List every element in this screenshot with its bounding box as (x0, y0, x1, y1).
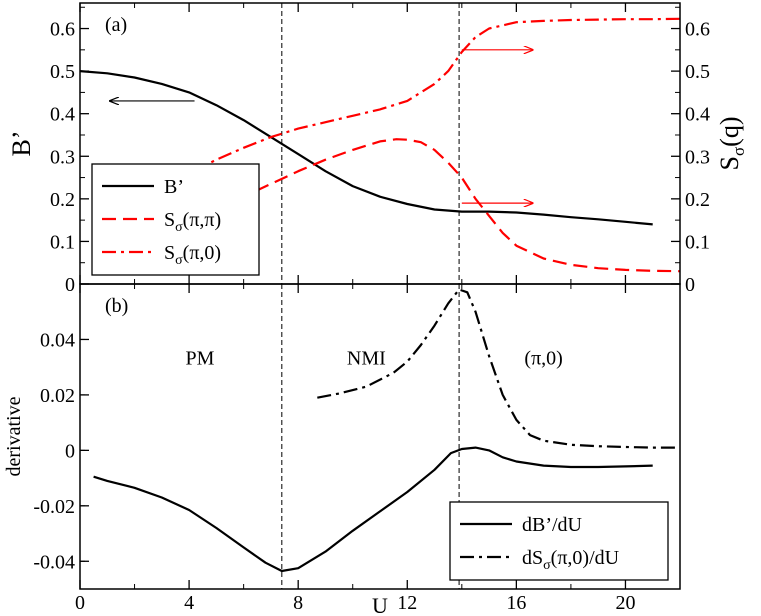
series-line-0-2 (93, 17, 680, 209)
y-axis-label-left: B’ (7, 131, 36, 157)
panel-label-1: (b) (105, 295, 128, 317)
legend-label-1-1: dSσ(π,0)/dU (522, 547, 620, 573)
phase-label-2: (π,0) (524, 347, 562, 369)
series-line-0-1 (93, 138, 680, 273)
y2tick-label-0-5: 0.5 (685, 61, 710, 83)
series-line-1-1 (317, 288, 680, 449)
panel-a: 0 0 0.1 0.1 0.2 0.2 0.3 0.3 0.4 0.4 0.5 0.5 0.6 0.6 (a… (7, 2, 748, 296)
series-line-0-0 (80, 70, 653, 226)
xtick-label-0: 0 (75, 592, 85, 614)
legend-label-0-1: Sσ(π,π) (164, 209, 221, 235)
legend-0: B’ Sσ(π,π) Sσ(π,0) (91, 163, 260, 276)
ytick-label-1-4: 0.04 (40, 329, 75, 351)
xtick-label-5: 20 (615, 592, 635, 614)
ytick-label-1-2: 0 (65, 440, 75, 462)
ytick-label-0-2: 0.2 (50, 189, 75, 211)
ytick-label-0-4: 0.4 (50, 104, 75, 126)
phase-label-0: PM (186, 347, 215, 369)
plot-frame-1 (79, 283, 681, 590)
ytick-label-0-1: 0.1 (50, 231, 75, 253)
legend-label-1-0: dB’/dU (522, 514, 583, 536)
y2tick-label-0-1: 0.1 (685, 231, 710, 253)
y2tick-label-0-0: 0 (685, 274, 695, 296)
legend-1: dB’/dU dSσ(π,0)/dU (449, 501, 669, 581)
xtick-label-4: 16 (506, 592, 526, 614)
y2tick-label-0-4: 0.4 (685, 104, 710, 126)
legend-label-0-0: B’ (164, 176, 184, 198)
y2tick-label-0-2: 0.2 (685, 189, 710, 211)
phase-label-1: NMI (347, 347, 386, 369)
ytick-label-0-6: 0.6 (50, 19, 75, 41)
ytick-label-1-3: 0.02 (40, 385, 75, 407)
legend-box-0 (91, 163, 260, 276)
ytick-label-1-1: -0.02 (33, 496, 75, 518)
panel-b: -0.04 -0.02 0 0.02 0.04 0 4 8 12 16 20 (b) derivativ… (3, 283, 681, 616)
ytick-label-1-0: -0.04 (33, 551, 75, 573)
ytick-label-0-3: 0.3 (50, 146, 75, 168)
legend-label-0-2: Sσ(π,0) (164, 242, 221, 268)
xtick-label-2: 8 (293, 592, 303, 614)
ytick-label-0-0: 0 (65, 274, 75, 296)
y2tick-label-0-3: 0.3 (685, 146, 710, 168)
series-line-1-0 (93, 446, 653, 573)
y-axis-label-left: derivative (3, 396, 25, 476)
y-axis-label-right: Sσ(q) (715, 117, 748, 171)
panel-label-0: (a) (105, 14, 127, 36)
y2tick-label-0-6: 0.6 (685, 19, 710, 41)
x-axis-label: U (372, 593, 388, 616)
xtick-label-1: 4 (184, 592, 194, 614)
ytick-label-0-5: 0.5 (50, 61, 75, 83)
legend-box-1 (449, 501, 669, 581)
xtick-label-3: 12 (397, 592, 417, 614)
